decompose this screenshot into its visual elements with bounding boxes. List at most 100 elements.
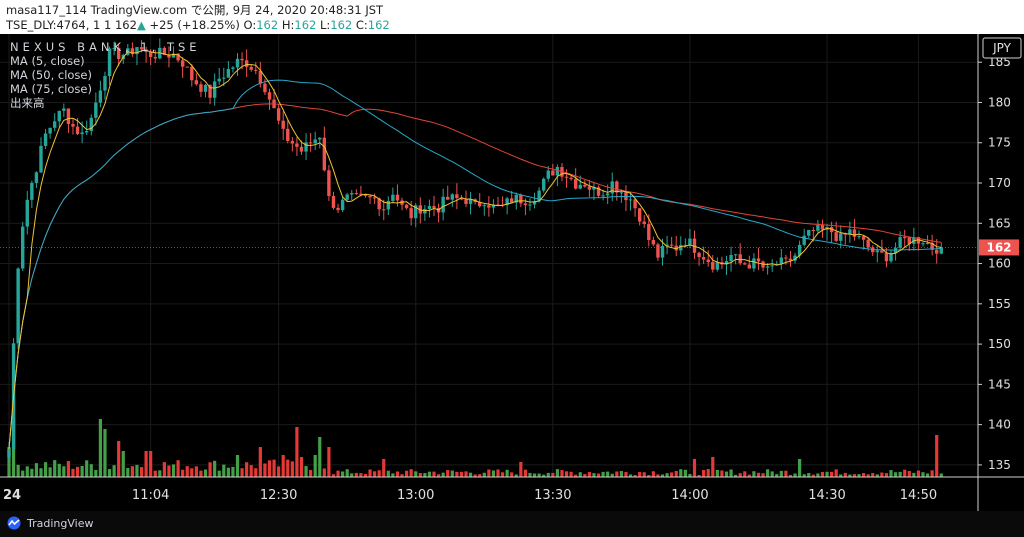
- chart-legend: NEXUS BANK, 1, TSE MA (5, close) MA (50,…: [10, 40, 201, 110]
- volume-bar: [583, 474, 587, 477]
- volume-bar: [213, 460, 217, 477]
- brand-label: TradingView: [27, 516, 94, 530]
- candle-body: [601, 195, 605, 197]
- candle-body: [797, 244, 802, 256]
- volume-bar: [318, 437, 322, 477]
- candle-body: [697, 252, 701, 258]
- volume-bar: [574, 474, 578, 477]
- candle-body: [793, 255, 797, 261]
- candle-body: [939, 247, 943, 254]
- ma5-line: [8, 49, 942, 449]
- volume-bar: [25, 466, 29, 477]
- volume-bar: [816, 473, 820, 477]
- candle-body: [80, 132, 84, 135]
- publish-info: masa117_114 TradingView.com で公開, 9月 24, …: [6, 3, 384, 17]
- volume-bar: [103, 429, 107, 477]
- candle-body: [336, 207, 340, 211]
- volume-bar: [327, 447, 331, 477]
- candle-body: [386, 200, 391, 210]
- candle-body: [244, 60, 249, 67]
- volume-bar: [615, 471, 619, 477]
- candle-body: [190, 66, 194, 81]
- volume-bar: [167, 465, 171, 477]
- candle-body: [541, 178, 546, 191]
- volume-bar: [39, 468, 43, 477]
- candle-body: [587, 186, 592, 190]
- candle-body: [637, 208, 642, 222]
- volume-bar: [898, 471, 902, 477]
- y-tick-label: 175: [988, 136, 1011, 150]
- candle-body: [907, 237, 911, 244]
- volume-bar: [144, 451, 148, 477]
- candle-body: [455, 194, 459, 198]
- candle-body: [468, 199, 473, 204]
- low-label: L:: [319, 18, 331, 32]
- price-chart[interactable]: 185 180 175 170 165 160 155 150 145 140 135 JPY 162 2…: [0, 34, 1024, 511]
- candle-body: [432, 206, 436, 208]
- volume-bar: [231, 466, 235, 477]
- candle-body: [523, 203, 528, 206]
- candle-body: [75, 126, 80, 135]
- candle-body: [510, 198, 514, 203]
- volume-bar: [409, 469, 413, 477]
- volume-bar: [642, 472, 646, 477]
- candle-body: [94, 102, 98, 118]
- volume-bar: [30, 468, 34, 477]
- candle-body: [665, 244, 669, 246]
- volume-bar: [391, 473, 395, 477]
- volume-bar: [852, 474, 857, 477]
- volume-bar: [153, 470, 157, 477]
- volume-bar: [185, 466, 189, 477]
- candle-body: [135, 47, 139, 55]
- volume-bar: [400, 474, 404, 477]
- volume-bar: [825, 471, 829, 477]
- volume-bar: [322, 468, 326, 477]
- candle-body: [852, 229, 857, 237]
- candle-body: [377, 198, 381, 210]
- volume-bar: [674, 470, 678, 477]
- candle-body: [235, 58, 240, 68]
- volume-bar: [528, 472, 532, 477]
- volume-bar: [729, 469, 733, 477]
- y-tick-label: 145: [988, 377, 1011, 391]
- volume-bar: [190, 468, 194, 477]
- candle-body: [30, 182, 34, 200]
- candle-body: [573, 179, 578, 189]
- y-tick-label: 160: [988, 257, 1011, 271]
- chart-area[interactable]: 185 180 175 170 165 160 155 150 145 140 135 JPY 162 2…: [0, 34, 1024, 511]
- candle-body: [43, 133, 48, 146]
- candle-body: [935, 249, 939, 254]
- x-tick-label: 13:00: [397, 488, 434, 503]
- ohlc-line: TSE_DLY:4764, 1 1 162▲ +25 (+18.25%) O:1…: [6, 18, 390, 32]
- volume-bar: [171, 464, 176, 477]
- y-tick-label: 155: [988, 297, 1011, 311]
- legend-ma5: MA (5, close): [10, 54, 85, 68]
- volume-bar: [254, 468, 258, 477]
- close-label: C:: [355, 18, 368, 32]
- volume-bar: [21, 470, 25, 477]
- candle-body: [834, 232, 838, 241]
- volume-bar: [889, 470, 893, 477]
- volume-bar: [756, 472, 761, 477]
- volume-bar: [341, 471, 345, 477]
- volume-bar: [199, 470, 203, 477]
- candle-body: [930, 243, 934, 250]
- candle-body: [683, 244, 688, 246]
- volume-bar: [505, 469, 509, 477]
- volume-bar: [592, 473, 596, 477]
- volume-bar: [423, 472, 427, 477]
- tradingview-brand[interactable]: TradingView: [6, 516, 93, 530]
- volume-bar: [450, 470, 454, 477]
- x-tick-label: 14:00: [671, 488, 708, 503]
- volume-bar: [747, 474, 751, 477]
- candle-body: [555, 166, 560, 176]
- volume-bar: [368, 469, 372, 477]
- volume-bar: [363, 474, 368, 477]
- volume-bar: [537, 473, 541, 477]
- volume-bar: [679, 469, 683, 477]
- candle-body: [231, 67, 235, 69]
- candle-body: [313, 139, 317, 144]
- volume-bar: [478, 474, 482, 477]
- volume-bar: [139, 467, 144, 477]
- volume-bar: [715, 469, 719, 477]
